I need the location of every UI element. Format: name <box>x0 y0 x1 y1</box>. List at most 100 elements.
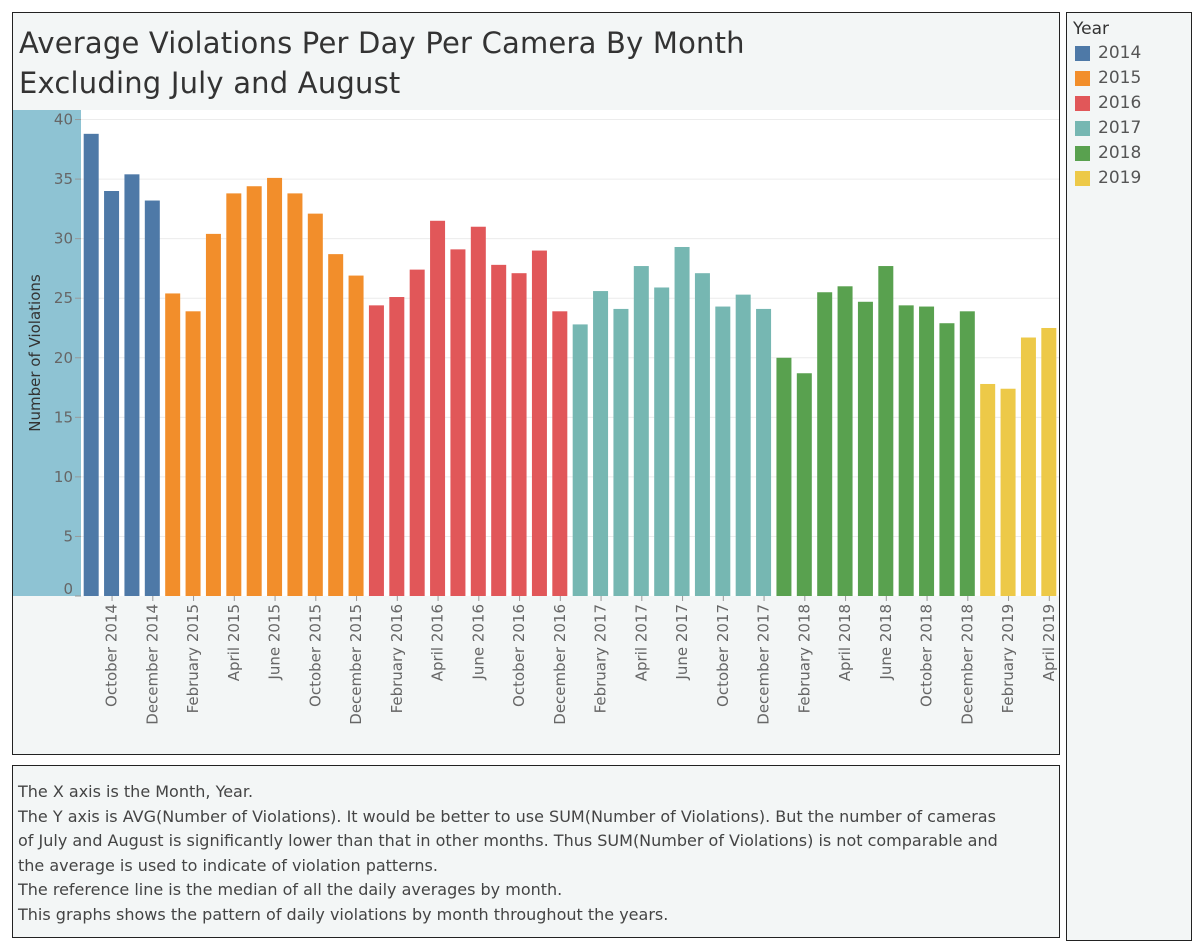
x-tick-label: February 2017 <box>592 604 610 713</box>
bar <box>694 273 710 596</box>
bar <box>878 266 894 596</box>
legend-item-2018[interactable]: 2018 <box>1075 142 1141 164</box>
y-tick-label: 5 <box>63 527 73 545</box>
bar <box>267 177 283 596</box>
caption-line: This graphs shows the pattern of daily v… <box>18 904 669 924</box>
bar <box>470 226 486 596</box>
x-tick-label: December 2014 <box>143 604 161 725</box>
x-tick-label: April 2019 <box>1040 604 1058 681</box>
bar <box>552 311 568 596</box>
bar <box>735 294 751 596</box>
bar <box>980 383 996 596</box>
plot-area <box>81 110 1059 596</box>
legend-swatch-2019 <box>1075 170 1090 186</box>
caption-line: the average is used to indicate of viola… <box>18 855 438 875</box>
bar <box>368 305 384 596</box>
legend-swatch-2016 <box>1075 95 1090 111</box>
y-tick-label: 10 <box>54 468 73 486</box>
legend-swatch-2017 <box>1075 120 1090 136</box>
chart-title-line-1: Average Violations Per Day Per Camera By… <box>19 26 745 60</box>
bar <box>491 264 507 596</box>
chart-title: Average Violations Per Day Per Camera By… <box>19 23 745 103</box>
x-tick-label: April 2015 <box>225 604 243 681</box>
bar <box>654 287 670 596</box>
x-tick-label: October 2015 <box>306 604 324 707</box>
bar <box>756 308 772 596</box>
y-tick-label: 40 <box>54 111 73 129</box>
bar <box>226 193 242 596</box>
bar <box>205 233 221 596</box>
bar <box>776 357 792 596</box>
x-tick-label: April 2016 <box>429 604 447 681</box>
legend-swatch-2014 <box>1075 45 1090 61</box>
chart-title-line-2: Excluding July and August <box>19 66 401 100</box>
bar <box>715 306 731 596</box>
bar <box>531 250 547 596</box>
legend-item-2016[interactable]: 2016 <box>1075 92 1141 114</box>
bar <box>83 133 99 596</box>
x-tick-label: October 2017 <box>714 604 732 707</box>
x-tick-label: February 2018 <box>795 604 813 713</box>
legend-item-2017[interactable]: 2017 <box>1075 117 1141 139</box>
bar <box>144 200 160 596</box>
bar <box>246 186 262 596</box>
x-tick-label: February 2016 <box>388 604 406 713</box>
bar <box>328 254 344 596</box>
caption-panel: The X axis is the Month, Year. The Y axi… <box>12 765 1060 938</box>
legend-item-2015[interactable]: 2015 <box>1075 67 1141 89</box>
bar <box>511 273 527 596</box>
y-tick-label: 20 <box>54 349 73 367</box>
x-tick-label: June 2016 <box>469 604 487 681</box>
y-tick-label: 35 <box>54 170 73 188</box>
bar <box>450 249 466 596</box>
y-tick-label: 25 <box>54 289 73 307</box>
legend-swatch-2018 <box>1075 145 1090 161</box>
bar <box>674 246 690 596</box>
y-tick-label: 30 <box>54 230 73 248</box>
caption-line: The Y axis is AVG(Number of Violations).… <box>18 806 996 826</box>
bar <box>1041 327 1057 596</box>
bar <box>307 213 323 596</box>
bar <box>857 301 873 596</box>
bar-chart: 0 5 10 15 20 25 30 35 40 Number of Violations Octo… <box>13 110 1059 725</box>
legend-label-2018: 2018 <box>1098 143 1142 163</box>
legend-panel: Year 2014 2015 2016 2017 2018 2019 <box>1066 12 1192 941</box>
legend-label-2015: 2015 <box>1098 68 1142 88</box>
legend-swatch-2015 <box>1075 70 1090 86</box>
y-axis-title: Number of Violations <box>26 274 44 432</box>
chart-panel: Average Violations Per Day Per Camera By… <box>12 12 1060 755</box>
x-tick-label: December 2017 <box>755 604 773 725</box>
bar <box>389 297 405 596</box>
y-axis-band <box>13 110 81 596</box>
x-tick-label: December 2016 <box>551 604 569 725</box>
bar <box>959 311 975 596</box>
bar <box>409 269 425 596</box>
bar <box>898 305 914 596</box>
x-tick-label: December 2018 <box>958 604 976 725</box>
bar <box>796 373 812 596</box>
bar <box>1020 337 1036 596</box>
bar <box>185 311 201 596</box>
bar <box>613 308 629 596</box>
x-tick-label: December 2015 <box>347 604 365 725</box>
legend-title: Year <box>1073 19 1109 39</box>
bar <box>593 291 609 596</box>
bar <box>837 286 853 596</box>
x-tick-label: February 2019 <box>999 604 1017 713</box>
bar <box>919 306 935 596</box>
bar <box>287 193 303 596</box>
x-tick-label: October 2014 <box>103 604 121 707</box>
x-tick-label: June 2018 <box>877 604 895 681</box>
legend-label-2019: 2019 <box>1098 168 1142 188</box>
legend-item-2014[interactable]: 2014 <box>1075 42 1141 64</box>
bar <box>348 275 364 596</box>
x-tick-label: October 2016 <box>510 604 528 707</box>
x-tick-label: April 2018 <box>836 604 854 681</box>
caption-line: The reference line is the median of all … <box>18 880 563 899</box>
caption-line: The X axis is the Month, Year. <box>18 782 254 801</box>
y-tick-label: 0 <box>63 580 73 598</box>
x-tick-label: June 2017 <box>673 604 691 681</box>
x-tick-label: June 2015 <box>266 604 284 681</box>
legend-label-2016: 2016 <box>1098 93 1142 113</box>
legend-item-2019[interactable]: 2019 <box>1075 167 1141 189</box>
